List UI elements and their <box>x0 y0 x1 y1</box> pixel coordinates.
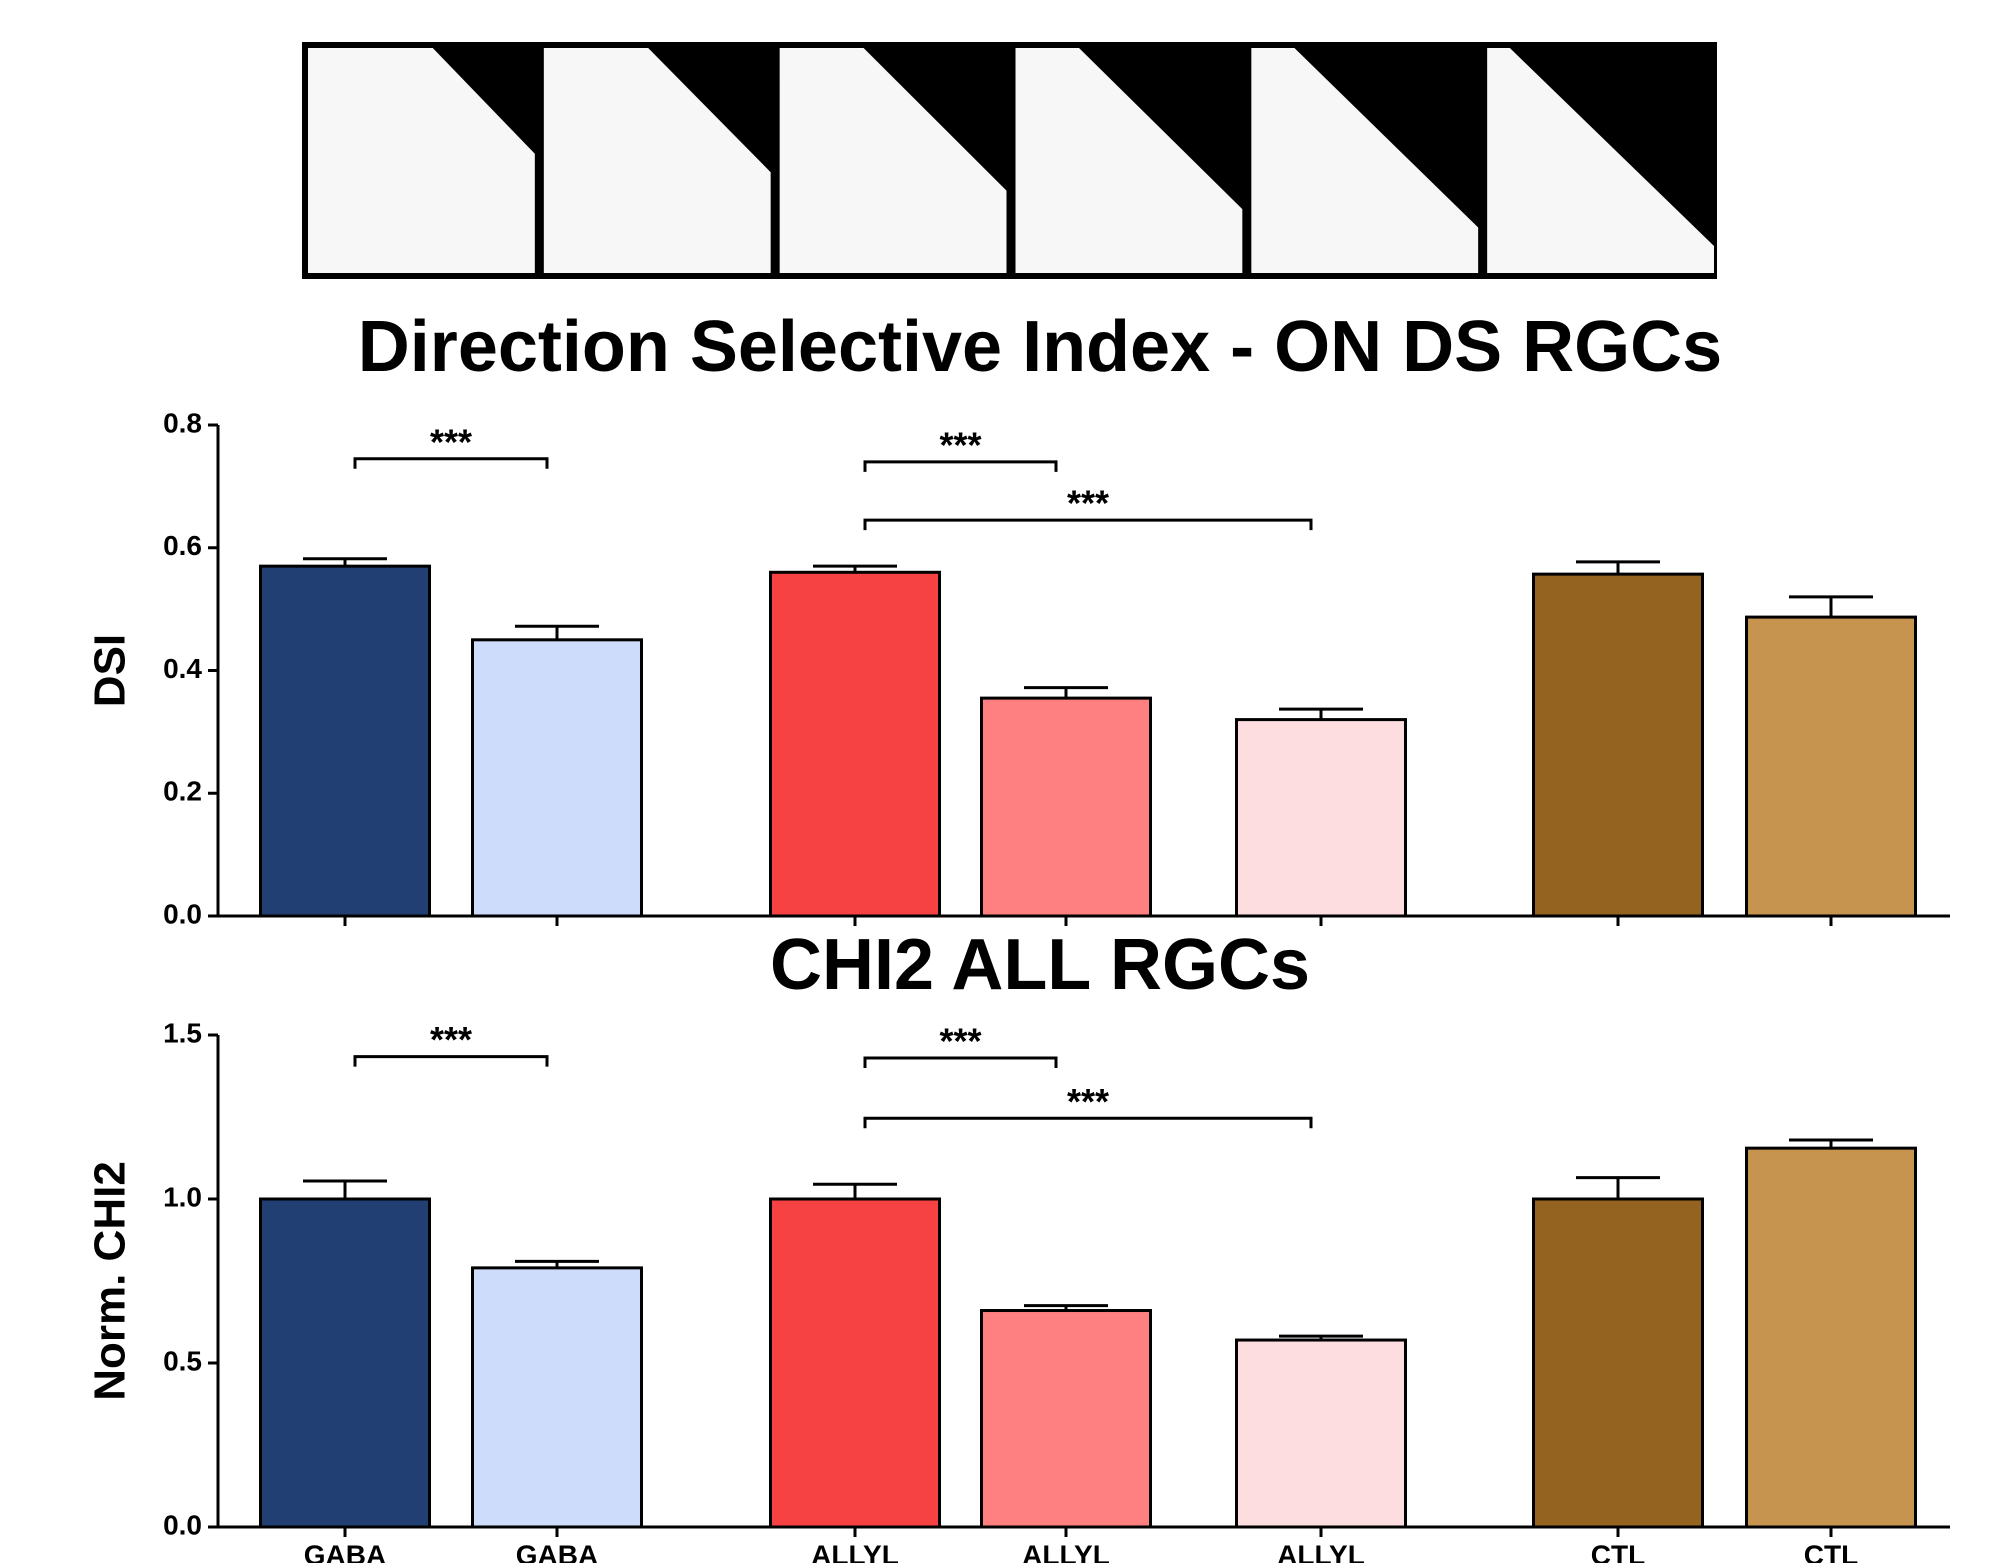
x-tick-label: ALLYL <box>811 1539 899 1563</box>
significance-bracket <box>863 460 1058 472</box>
significance-bracket <box>353 457 549 469</box>
stimulus-panel <box>1015 48 1243 273</box>
error-bar <box>1789 595 1873 618</box>
error-bar <box>1576 560 1660 575</box>
bar <box>1532 1197 1704 1529</box>
chart-title: CHI2 ALL RGCs <box>770 925 1310 1005</box>
error-bar <box>515 624 599 640</box>
y-axis-title: Norm. CHI2 <box>86 1161 135 1401</box>
bar <box>471 638 643 918</box>
bracket-line <box>863 460 1058 472</box>
error-bar <box>813 564 897 573</box>
significance-bracket <box>863 1116 1313 1129</box>
bar <box>259 1197 431 1529</box>
x-tick-label: ALLYL <box>1277 1539 1365 1563</box>
x-tick-label: CTL <box>1804 1539 1858 1563</box>
stimulus-strip <box>302 42 1717 279</box>
y-tick-label: 1.5 <box>163 1017 202 1048</box>
bracket-line <box>863 518 1313 531</box>
significance-bracket <box>863 518 1313 531</box>
y-tick-label: 0.0 <box>163 1509 202 1540</box>
significance-bracket <box>863 1056 1058 1068</box>
bar <box>1745 1146 1917 1529</box>
bar <box>259 564 431 918</box>
significance-label: *** <box>430 1019 472 1060</box>
x-tick-label: GABA <box>516 1539 598 1563</box>
error-bar <box>813 1182 897 1199</box>
bar <box>1235 1338 1407 1529</box>
bar <box>769 1197 941 1529</box>
x-tick-label: GABA <box>304 1539 386 1563</box>
significance-label: *** <box>1067 483 1109 524</box>
y-tick-label: 1.0 <box>163 1181 202 1212</box>
x-tick-label: ALLYL <box>1022 1539 1110 1563</box>
significance-label: *** <box>1067 1081 1109 1122</box>
bar <box>1532 572 1704 918</box>
stimulus-panel <box>308 48 535 273</box>
y-tick-label: 0.6 <box>163 530 202 561</box>
significance-label: *** <box>939 424 981 465</box>
bracket-line <box>353 457 549 469</box>
error-bar <box>1279 1334 1363 1341</box>
stimulus-panel <box>543 48 771 273</box>
error-bar <box>1024 1304 1108 1311</box>
stimulus-panel <box>1251 48 1479 273</box>
y-tick-label: 0.5 <box>163 1345 202 1376</box>
y-tick-label: 0.8 <box>163 407 202 438</box>
stimulus-panel <box>779 48 1007 273</box>
significance-bracket <box>353 1055 549 1067</box>
y-tick-label: 0.0 <box>163 898 202 929</box>
y-tick-label: 0.2 <box>163 776 202 807</box>
bar <box>980 696 1152 918</box>
error-bar <box>1576 1176 1660 1199</box>
bar <box>769 570 941 918</box>
bracket-line <box>863 1056 1058 1068</box>
significance-label: *** <box>430 421 472 462</box>
error-bar <box>1024 686 1108 699</box>
error-bar <box>515 1259 599 1268</box>
error-bar <box>1789 1138 1873 1149</box>
bar <box>1235 718 1407 918</box>
chart-title: Direction Selective Index - ON DS RGCs <box>358 307 1722 387</box>
bracket-line <box>353 1055 549 1067</box>
error-bar <box>303 1179 387 1199</box>
y-tick-label: 0.4 <box>163 653 202 684</box>
stimulus-frame <box>302 42 1717 279</box>
error-bar <box>1279 707 1363 720</box>
bar <box>980 1309 1152 1529</box>
bar <box>1745 615 1917 918</box>
stimulus-panel <box>1487 48 1714 273</box>
x-tick-label: CTL <box>1591 1539 1645 1563</box>
bracket-line <box>863 1116 1313 1129</box>
y-axis-title: DSI <box>86 634 135 707</box>
error-bar <box>303 557 387 567</box>
significance-label: *** <box>939 1020 981 1061</box>
bar <box>471 1266 643 1529</box>
